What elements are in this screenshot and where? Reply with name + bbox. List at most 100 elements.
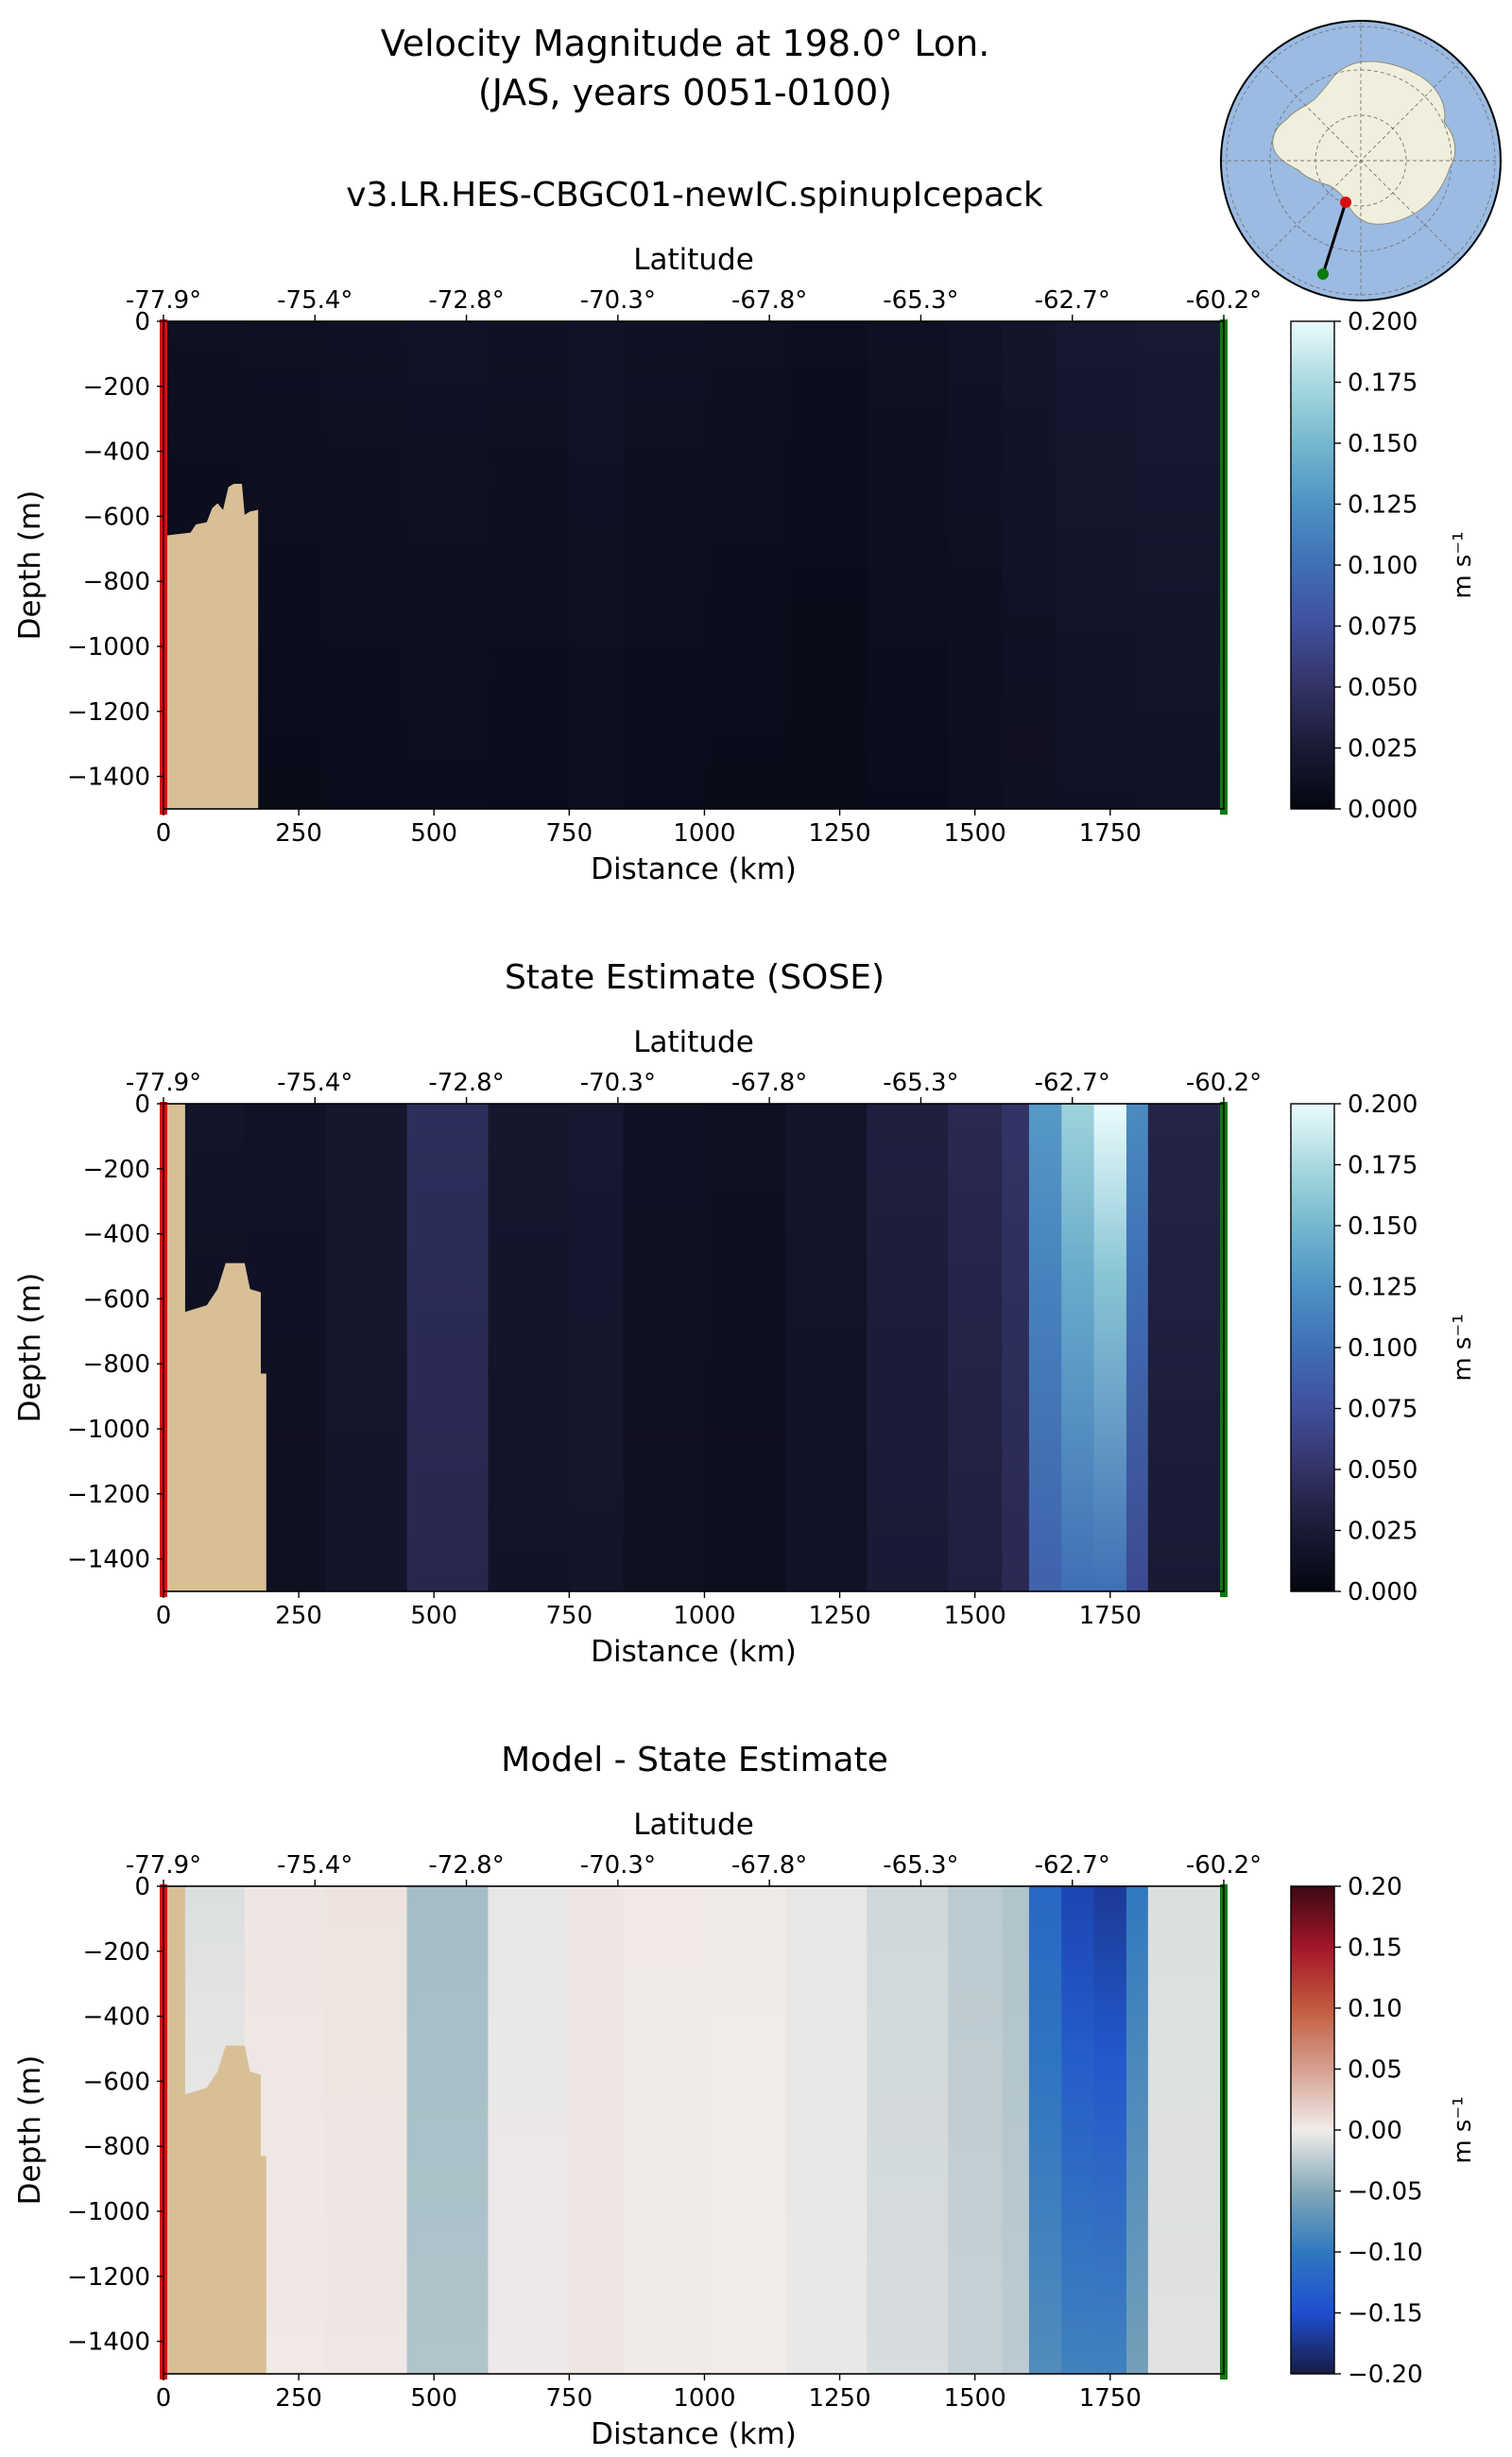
heatmap-column bbox=[1061, 1886, 1095, 2374]
lat-tick-label: -75.4° bbox=[277, 1069, 352, 1097]
heatmap-column bbox=[569, 1886, 625, 2374]
heatmap-column bbox=[325, 1886, 408, 2374]
heatmap-column bbox=[867, 1104, 949, 1591]
heatmap-column bbox=[785, 1886, 868, 2374]
heatmap-column bbox=[1002, 1886, 1030, 2374]
lat-tick-label: -67.8° bbox=[731, 1851, 807, 1880]
y-tick-label: −800 bbox=[83, 568, 150, 596]
panel-1-title: v3.LR.HES-CBGC01-newIC.spinupIcepack bbox=[346, 176, 1043, 215]
lat-tick-label: -72.8° bbox=[428, 1851, 504, 1880]
y-tick-label: −800 bbox=[83, 2133, 150, 2161]
heatmap-column bbox=[1093, 1886, 1127, 2374]
colorbar-tick-label: 0.05 bbox=[1348, 2056, 1402, 2085]
lat-tick-label: -77.9° bbox=[126, 1851, 201, 1880]
x-tick-label: 750 bbox=[546, 2384, 593, 2413]
lat-tick-label: -75.4° bbox=[277, 286, 352, 315]
seafloor-land bbox=[163, 484, 259, 809]
colorbar-tick-label: −0.15 bbox=[1348, 2300, 1423, 2328]
heatmap-column bbox=[623, 321, 706, 809]
heatmap-column bbox=[623, 1886, 706, 2374]
lat-tick-label: -75.4° bbox=[277, 1851, 352, 1880]
heatmap-column bbox=[867, 321, 949, 809]
colorbar-tick-label: 0.000 bbox=[1348, 796, 1418, 824]
heatmap-column bbox=[406, 1104, 490, 1591]
heatmap-column bbox=[1002, 1104, 1030, 1591]
map-grid bbox=[1221, 21, 1501, 301]
colorbar-tick-label: 0.00 bbox=[1348, 2117, 1402, 2145]
heatmap-column bbox=[704, 1104, 786, 1591]
heatmap-column bbox=[406, 321, 490, 809]
axes-frame bbox=[163, 1885, 1225, 2375]
map-transect-start bbox=[1340, 197, 1351, 208]
lat-tick-label: -62.7° bbox=[1035, 1851, 1110, 1880]
title-line-1: Velocity Magnitude at 198.0° Lon. bbox=[380, 23, 990, 64]
lat-tick-label: -60.2° bbox=[1186, 1851, 1262, 1880]
heatmap-column bbox=[785, 321, 868, 809]
lat-tick-label: -65.3° bbox=[883, 1069, 958, 1097]
heatmap-column bbox=[244, 321, 327, 809]
seafloor-land bbox=[163, 1886, 266, 2374]
x-tick-label: 250 bbox=[275, 819, 322, 848]
colorbar-tick-label: 0.10 bbox=[1348, 1995, 1402, 2023]
y-tick-label: −400 bbox=[83, 2003, 150, 2032]
colorbar-tick-label: 0.050 bbox=[1348, 674, 1418, 702]
y-axis-label: Depth (m) bbox=[13, 2055, 47, 2206]
y-tick-label: −800 bbox=[83, 1350, 150, 1379]
y-axis-label: Depth (m) bbox=[13, 490, 47, 641]
colorbar-tick-label: 0.150 bbox=[1348, 430, 1418, 458]
colorbar-tick-label: 0.20 bbox=[1348, 1873, 1402, 1901]
heatmap-column bbox=[1125, 1104, 1149, 1591]
colorbar-tick-label: −0.20 bbox=[1348, 2361, 1423, 2389]
lat-tick-label: -77.9° bbox=[126, 1069, 201, 1097]
colorbar bbox=[1290, 1103, 1335, 1592]
y-tick-label: −1000 bbox=[67, 1416, 150, 1444]
heatmap-column bbox=[948, 321, 1003, 809]
map-transect-line bbox=[1321, 201, 1348, 275]
colorbar-label: m s⁻¹ bbox=[1449, 1314, 1477, 1381]
heatmap-column bbox=[1028, 1104, 1062, 1591]
heatmap-column bbox=[623, 1104, 706, 1591]
lat-tick-label: -72.8° bbox=[428, 286, 504, 315]
y-tick-label: −600 bbox=[83, 503, 150, 531]
title-line-2: (JAS, years 0051-0100) bbox=[477, 72, 893, 113]
x-tick-label: 0 bbox=[156, 819, 172, 848]
heatmap-column bbox=[1125, 1886, 1149, 2374]
x-tick-label: 1250 bbox=[808, 819, 870, 848]
heatmap-column bbox=[488, 1104, 570, 1591]
y-tick-label: 0 bbox=[134, 308, 150, 336]
lat-tick-label: -70.3° bbox=[580, 286, 656, 315]
lat-tick-label: -65.3° bbox=[883, 286, 958, 315]
colorbar-tick-label: −0.05 bbox=[1348, 2178, 1423, 2207]
heatmap-column bbox=[1093, 1104, 1127, 1591]
heatmap-column bbox=[569, 321, 625, 809]
panel-2-title: State Estimate (SOSE) bbox=[505, 958, 885, 997]
x-tick-label: 1750 bbox=[1079, 2384, 1142, 2413]
heatmap-column bbox=[1061, 1104, 1095, 1591]
colorbar-label: m s⁻¹ bbox=[1449, 531, 1477, 598]
heatmap-column bbox=[1056, 321, 1139, 809]
axes-frame bbox=[163, 320, 1225, 810]
map-border bbox=[1220, 20, 1502, 301]
x-tick-label: 1000 bbox=[673, 2384, 735, 2413]
x-tick-label: 1000 bbox=[673, 1602, 735, 1630]
y-tick-label: −200 bbox=[83, 373, 150, 402]
colorbar-tick-label: 0.175 bbox=[1348, 369, 1418, 398]
y-tick-label: 0 bbox=[134, 1091, 150, 1119]
heatmap-column bbox=[1147, 1104, 1225, 1591]
axes-frame bbox=[163, 1103, 1225, 1592]
x-tick-label: 1250 bbox=[808, 2384, 870, 2413]
x-tick-label: 750 bbox=[546, 819, 593, 848]
panel-3-title: Model - State Estimate bbox=[501, 1741, 888, 1779]
panel-2: 0 250 500 750 1000 1250 1500 1750 Distance (km) 0… bbox=[13, 1025, 1477, 1669]
y-tick-label: −1000 bbox=[67, 2198, 150, 2226]
y-tick-label: −1400 bbox=[67, 764, 150, 792]
y-tick-label: −200 bbox=[83, 1156, 150, 1184]
colorbar-tick-label: 0.175 bbox=[1348, 1152, 1418, 1180]
x-tick-label: 0 bbox=[156, 1602, 172, 1630]
colorbar bbox=[1290, 1885, 1335, 2375]
x-tick-label: 1500 bbox=[944, 819, 1006, 848]
y-tick-label: −200 bbox=[83, 1938, 150, 1967]
heatmap-column bbox=[325, 1104, 408, 1591]
y-tick-label: −1400 bbox=[67, 1546, 150, 1574]
